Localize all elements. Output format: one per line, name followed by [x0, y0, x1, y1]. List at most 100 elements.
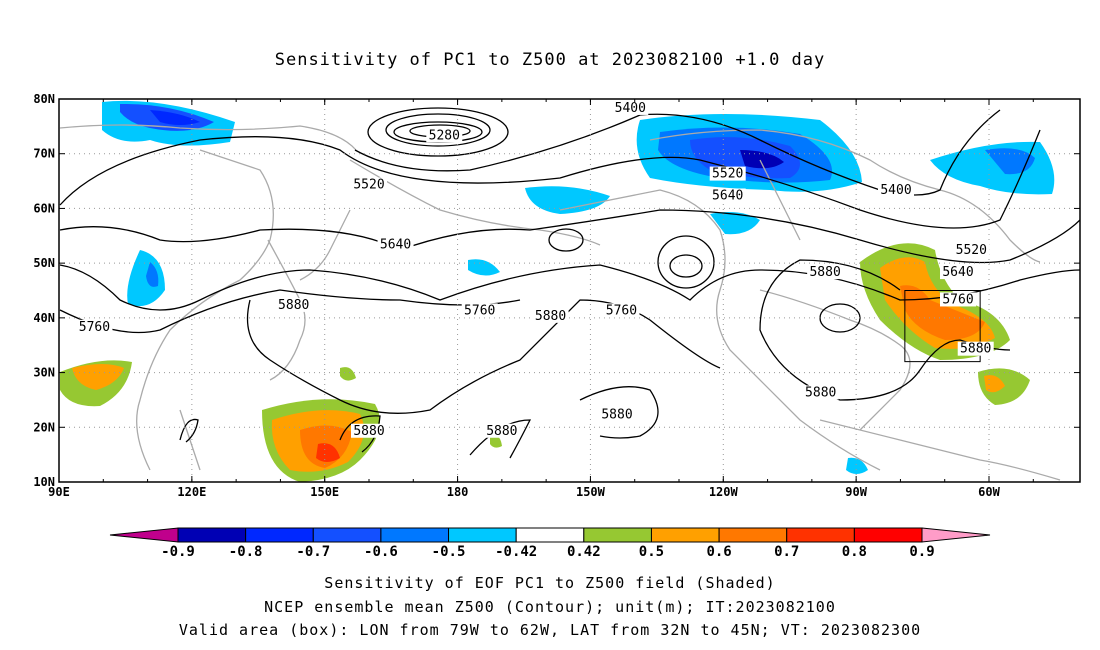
negative-sensitivity-area	[468, 259, 500, 276]
colorbar-swatch	[245, 527, 314, 543]
contour-label-bg	[878, 183, 914, 198]
negative-sensitivity-area	[985, 148, 1035, 175]
contour-label-bg	[483, 423, 520, 438]
colorbar-label: -0.9	[161, 544, 195, 560]
colorbar-swatch	[650, 527, 720, 543]
lat-label: 60N	[33, 201, 55, 215]
lat-label: 50N	[33, 256, 55, 270]
contour-label-bg	[953, 243, 990, 258]
positive-sensitivity-area	[340, 367, 356, 381]
contour-label: 5760	[79, 320, 110, 335]
contour-label: 5280	[429, 128, 460, 143]
contour-label-bg	[612, 100, 649, 115]
caption-contour: NCEP ensemble mean Z500 (Contour); unit(…	[264, 598, 836, 616]
contour-label: 5880	[809, 265, 840, 280]
colorbar-swatch	[448, 527, 517, 543]
contour-label: 5400	[615, 101, 646, 116]
contour-5760	[657, 235, 715, 289]
contour-label: 5400	[880, 183, 911, 198]
contour-label-bg	[76, 319, 113, 334]
plot-title: Sensitivity of PC1 to Z500 at 2023082100…	[274, 50, 826, 70]
colorbar-label: 0.42	[567, 544, 601, 560]
colorbar-label: -0.8	[229, 544, 263, 560]
contour-label-bg	[709, 188, 746, 203]
contour-5400	[354, 109, 1001, 196]
contour-label: 5880	[601, 407, 632, 422]
contour-5280	[367, 107, 509, 157]
lon-label: 60W	[978, 485, 1000, 499]
contour-5760	[548, 228, 584, 252]
contour-label: 5520	[712, 167, 743, 182]
contour-5640	[59, 209, 1080, 264]
coastlines	[59, 124, 1061, 481]
colorbar-high-arrow	[921, 527, 991, 543]
colorbar-label: 0.9	[909, 544, 934, 560]
contour-5280	[385, 113, 491, 147]
contour-label-bg	[377, 237, 414, 252]
lat-label: 40N	[33, 311, 55, 325]
negative-sensitivity-area	[127, 250, 165, 307]
negative-sensitivity-area	[146, 262, 159, 287]
contour-label: 5520	[956, 243, 987, 258]
contour-5880	[469, 419, 532, 459]
negative-sensitivity-area	[710, 212, 760, 235]
contour-label: 5760	[464, 303, 495, 318]
contour-label: 5640	[712, 188, 743, 203]
colorbar-labels: -0.9 -0.8 -0.7 -0.6 -0.5 -0.42 0.42 0.5 0.6 0.7 0.…	[161, 544, 935, 560]
negative-sensitivity-area	[846, 457, 868, 474]
contour-5880	[246, 299, 721, 414]
negative-sensitivity-area	[150, 110, 200, 125]
lat-label: 20N	[33, 420, 55, 434]
contour-label-bg	[709, 166, 746, 181]
contour-5760	[59, 264, 1080, 311]
contour-label: 5880	[486, 424, 517, 439]
colorbar-low-arrow	[109, 527, 179, 543]
contour-label-bg	[603, 303, 640, 318]
sensitivity-shading	[60, 100, 1055, 482]
lon-label: 90W	[845, 485, 867, 499]
lat-label: 30N	[33, 366, 55, 380]
positive-sensitivity-area	[316, 443, 340, 462]
contour-5760	[669, 254, 703, 278]
contour-label-bg	[351, 177, 387, 192]
colorbar-label: -0.6	[364, 544, 398, 560]
contour-label: 5520	[353, 178, 384, 193]
colorbar-label: 0.5	[639, 544, 664, 560]
colorbar-label: -0.42	[495, 544, 537, 560]
map-grid	[59, 99, 1080, 482]
lat-label: 70N	[33, 147, 55, 161]
contour-labels: 5280 5400 5520 5640 5400 5520 5640 5520 5640 5760…	[76, 100, 994, 439]
contour-label-bg	[957, 341, 994, 356]
contour-label-bg	[351, 423, 387, 438]
positive-sensitivity-area	[490, 435, 502, 448]
contour-label: 5880	[960, 342, 991, 357]
contour-label-bg	[940, 265, 976, 280]
lat-label: 10N	[33, 475, 55, 489]
negative-sensitivity-area	[525, 186, 610, 214]
contour-5880	[579, 386, 659, 439]
colorbar	[109, 527, 991, 543]
contour-label: 5880	[805, 385, 836, 400]
map-frame	[58, 98, 1081, 483]
lat-label: 80N	[33, 92, 55, 106]
lon-label: 120E	[177, 485, 206, 499]
contour-label: 5640	[942, 265, 973, 280]
colorbar-label: 0.8	[842, 544, 867, 560]
contour-label: 5880	[278, 298, 309, 313]
contour-5520	[59, 129, 1041, 229]
lon-label: 120W	[709, 485, 739, 499]
contour-label: 5880	[535, 309, 566, 324]
contour-label-bg	[599, 407, 635, 422]
lon-label: 90E	[48, 485, 70, 499]
colorbar-label: 0.7	[774, 544, 799, 560]
colorbar-swatch	[515, 527, 585, 543]
axis-ticks	[58, 98, 1080, 483]
colorbar-label: -0.7	[296, 544, 330, 560]
contour-label-bg	[532, 308, 569, 323]
contour-label-bg	[461, 303, 498, 318]
lon-label: 180	[447, 485, 469, 499]
contour-label: 5880	[353, 424, 384, 439]
colorbar-label: 0.6	[706, 544, 731, 560]
contour-label-bg	[275, 297, 312, 312]
